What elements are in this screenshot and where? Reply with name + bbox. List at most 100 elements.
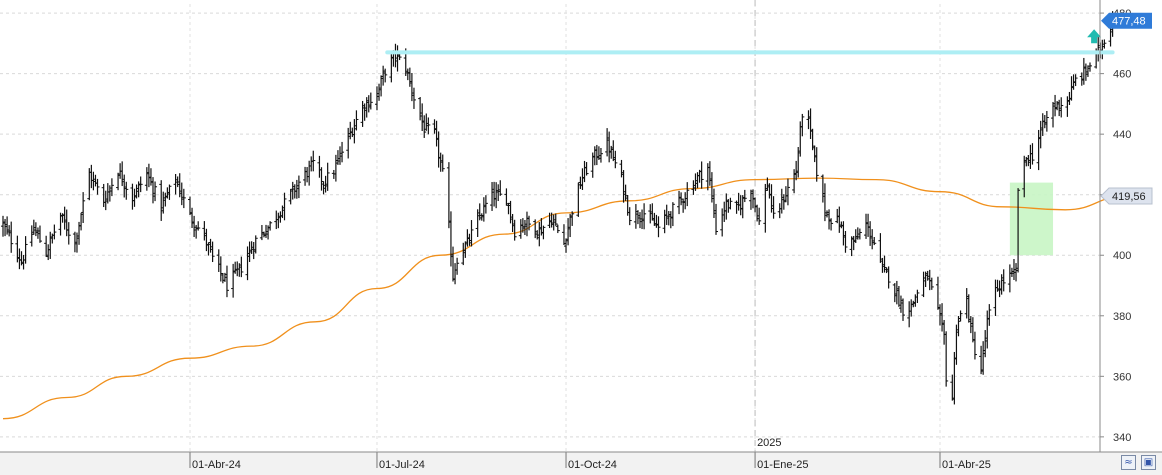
save-button[interactable]: ▣: [1141, 455, 1156, 470]
zoom-button[interactable]: ≈: [1121, 455, 1136, 470]
ohlc-bar: [605, 128, 610, 157]
ohlc-bar: [1044, 110, 1049, 132]
overlay-layer: [385, 29, 1115, 55]
ohlc-bar: [379, 75, 384, 97]
ohlc-bar: [1040, 113, 1045, 136]
ohlc-bar: [711, 188, 716, 219]
ohlc-bar: [648, 204, 653, 224]
ohlc-bar: [107, 185, 112, 202]
ohlc-bar: [192, 215, 197, 237]
ohlc-bar: [518, 219, 523, 239]
ohlc-bar: [37, 225, 42, 243]
ohlc-bar: [504, 188, 509, 206]
ohlc-bar: [64, 209, 69, 237]
y-tick-label: 340: [1113, 432, 1131, 444]
ohlc-bar: [726, 199, 731, 213]
ohlc-bar: [498, 180, 503, 196]
ohlc-bar: [58, 212, 63, 236]
ohlc-bar: [132, 188, 137, 207]
ohlc-bar: [95, 178, 100, 195]
ohlc-bar: [179, 182, 184, 206]
ohlc-bar: [541, 225, 546, 240]
ohlc-bar: [598, 147, 603, 163]
ohlc-bar: [29, 225, 34, 247]
ohlc-bar: [652, 212, 657, 226]
ohlc-bar: [455, 257, 460, 275]
ohlc-bar: [202, 221, 207, 241]
ohlc-bar: [352, 119, 357, 144]
x-tick-label: 01-Abr-25: [942, 459, 991, 471]
ohlc-bar: [89, 164, 94, 189]
ohlc-bar: [204, 228, 209, 252]
ohlc-bar: [654, 214, 659, 228]
ohlc-bar: [664, 204, 669, 225]
ohlc-bar: [360, 100, 365, 127]
ohlc-bar: [806, 110, 811, 130]
ohlc-bar: [582, 160, 587, 183]
ohlc-bar: [855, 227, 860, 240]
ohlc-bar: [627, 207, 632, 226]
ohlc-bar: [872, 236, 877, 246]
ohlc-bar: [62, 206, 67, 230]
ohlc-bar: [619, 159, 624, 178]
ohlc-bar: [777, 203, 782, 219]
ohlc-bar: [333, 154, 338, 182]
ohlc-bar: [656, 216, 661, 238]
ohlc-bar: [870, 229, 875, 250]
ohlc-bar: [584, 162, 589, 176]
ohlc-bar: [578, 176, 583, 189]
ohlc-bar: [224, 265, 229, 298]
ohlc-bar: [31, 219, 36, 235]
ohlc-bar: [52, 224, 57, 240]
ohlc-bar: [44, 235, 49, 257]
ohlc-bar: [915, 289, 920, 304]
ohlc-bar: [1073, 74, 1078, 87]
ohlc-bar: [662, 209, 667, 234]
ohlc-bar: [144, 167, 149, 191]
ohlc-bar: [337, 146, 342, 165]
ohlc-bar: [101, 183, 106, 208]
y-tick-label: 400: [1113, 250, 1131, 262]
ohlc-bar: [927, 269, 932, 291]
ohlc-bar: [366, 95, 371, 113]
ohlc-bar: [697, 169, 702, 183]
ohlc-bar: [436, 131, 441, 168]
ohlc-bar: [173, 173, 178, 195]
ohlc-bar: [340, 141, 345, 163]
ohlc-bar: [23, 236, 28, 264]
ohlc-bar: [124, 181, 129, 200]
ohlc-bar: [393, 43, 398, 68]
ohlc-bar: [508, 200, 513, 224]
ohlc-bar: [714, 203, 719, 235]
ohlc-bar: [566, 218, 571, 246]
ohlc-bar: [995, 279, 1000, 292]
x-tick-label: 01-Abr-24: [192, 459, 241, 471]
ohlc-bar: [551, 214, 556, 231]
ohlc-bar: [407, 67, 412, 87]
ohlc-bar: [296, 175, 301, 199]
ohlc-bar: [87, 168, 92, 201]
ohlc-bar: [843, 230, 848, 253]
ohlc-bar: [1024, 156, 1029, 167]
ohlc-bar: [814, 147, 819, 182]
ohlc-bar: [812, 145, 817, 163]
ohlc-bar: [210, 241, 215, 263]
ohlc-bar: [736, 192, 741, 211]
ohlc-bar: [909, 299, 914, 317]
ohlc-bar: [280, 205, 285, 219]
ohlc-bar: [374, 86, 379, 111]
ohlc-bar: [707, 161, 712, 186]
moving-average-tag-box: [1100, 187, 1153, 205]
ohlc-bar: [451, 246, 456, 282]
ohlc-bar: [130, 183, 135, 210]
ohlc-bar: [33, 222, 38, 237]
ohlc-bar: [999, 274, 1004, 295]
ohlc-bar: [553, 213, 558, 226]
ohlc-bar: [800, 113, 805, 137]
ohlc-bar: [1, 215, 5, 237]
ohlc-bar: [483, 195, 488, 214]
ohlc-bar: [724, 193, 729, 220]
